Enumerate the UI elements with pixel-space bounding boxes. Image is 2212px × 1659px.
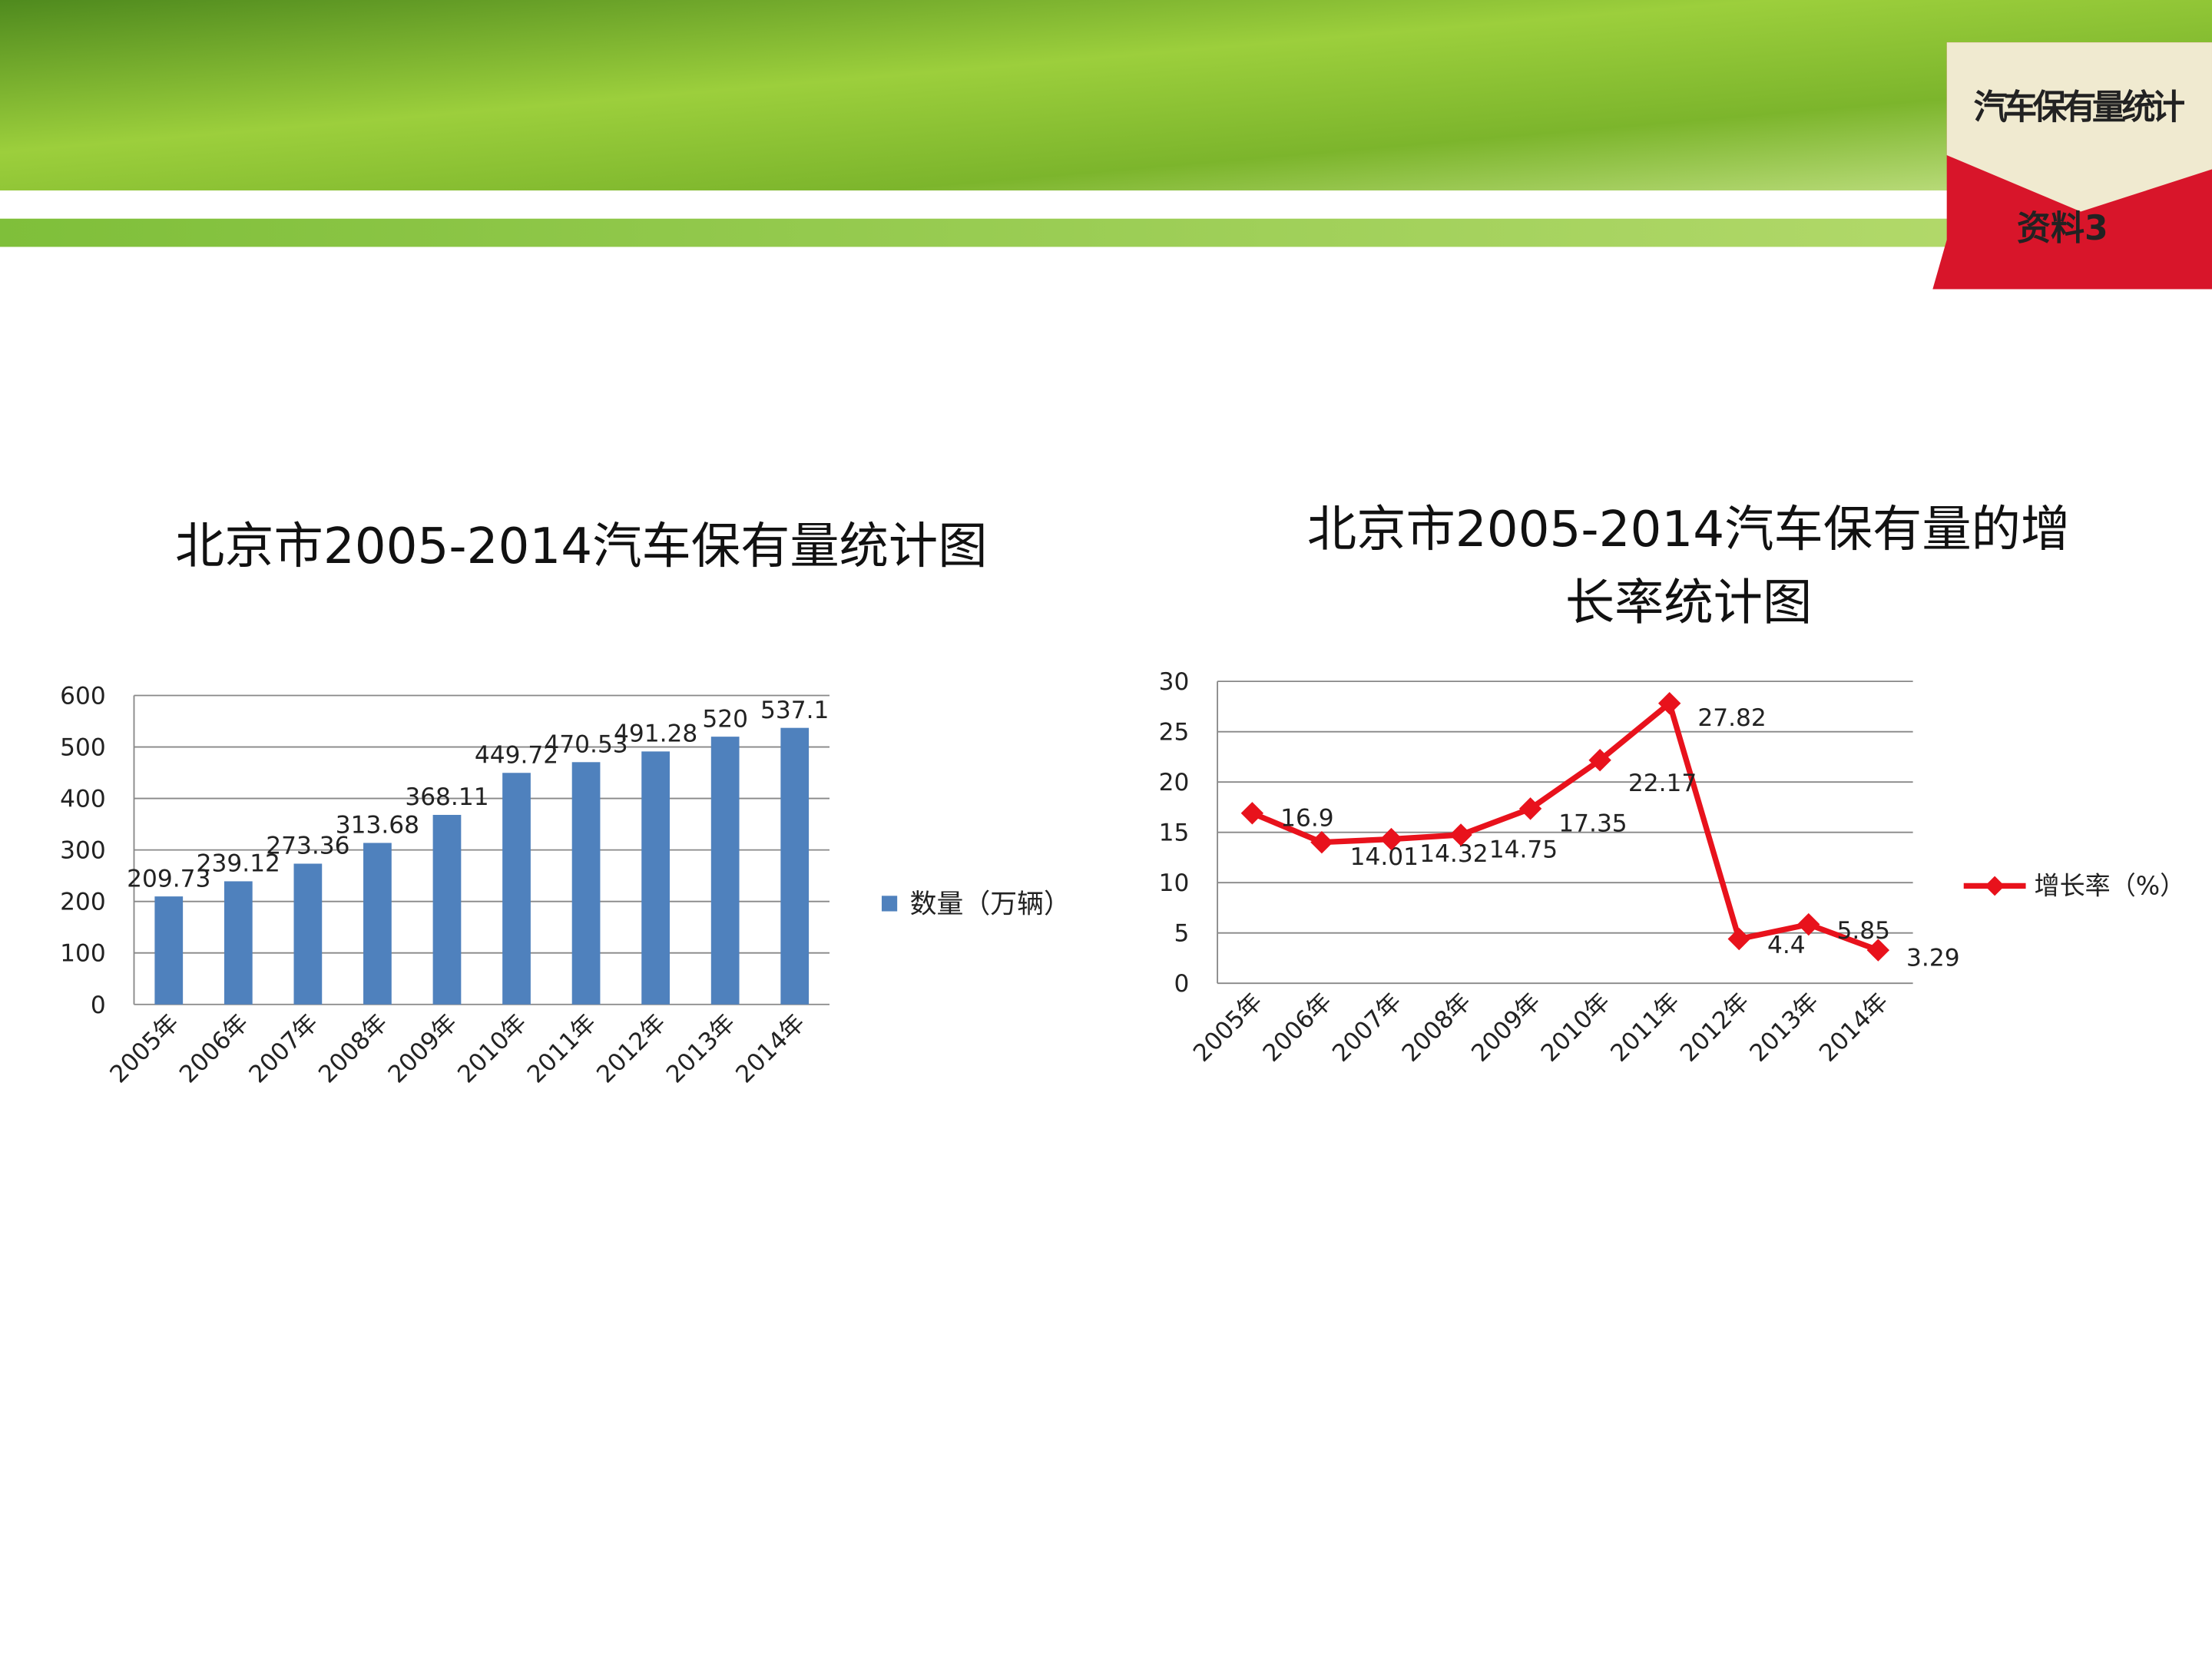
x-tick-label: 2007年	[1327, 988, 1407, 1068]
marker	[1866, 939, 1890, 962]
value-label: 4.4	[1767, 932, 1806, 959]
x-tick-label: 2014年	[1814, 988, 1894, 1068]
chart-title: 北京市2005-2014汽车保有量的增长率统计图	[1306, 502, 2071, 632]
bar	[780, 727, 810, 1005]
value-label: 470.53	[544, 730, 628, 758]
value-label: 14.75	[1489, 836, 1558, 863]
value-label: 520	[702, 705, 748, 733]
value-label: 5.85	[1837, 917, 1891, 945]
x-tick-label: 2013年	[661, 1009, 741, 1089]
value-label: 27.82	[1697, 704, 1766, 732]
x-tick-label: 2010年	[452, 1009, 532, 1089]
value-label: 313.68	[336, 812, 419, 839]
y-tick-label: 10	[1159, 869, 1190, 897]
x-tick-label: 2005年	[104, 1009, 184, 1089]
value-label: 14.01	[1350, 843, 1419, 871]
header-banner	[0, 0, 2212, 190]
x-tick-label: 2014年	[730, 1009, 810, 1089]
badge-label: 资料3	[2017, 209, 2108, 248]
value-label: 273.36	[266, 833, 349, 860]
value-label: 209.73	[127, 865, 210, 892]
x-tick-label: 2006年	[174, 1009, 254, 1089]
y-tick-label: 400	[60, 786, 106, 813]
bar	[293, 863, 323, 1005]
marker	[1727, 927, 1750, 951]
legend-swatch	[881, 896, 898, 912]
bar	[154, 896, 184, 1005]
x-tick-label: 2007年	[244, 1009, 324, 1089]
value-label: 3.29	[1906, 944, 1960, 972]
y-tick-label: 500	[60, 734, 106, 762]
legend-label: 数量（万辆）	[910, 889, 1071, 919]
legend-marker	[1985, 876, 2005, 896]
y-tick-label: 200	[60, 889, 106, 916]
x-tick-label: 2012年	[1675, 988, 1755, 1068]
y-tick-label: 25	[1159, 719, 1190, 747]
value-label: 17.35	[1558, 810, 1627, 837]
bar	[432, 814, 462, 1005]
value-label: 449.72	[475, 741, 558, 769]
header-stripe	[0, 218, 2212, 247]
value-label: 14.32	[1419, 840, 1488, 868]
x-tick-label: 2011年	[1605, 988, 1685, 1068]
bar	[710, 737, 740, 1005]
marker	[1240, 802, 1264, 825]
y-tick-label: 5	[1174, 920, 1189, 948]
bar	[641, 751, 670, 1005]
x-tick-label: 2010年	[1536, 988, 1616, 1068]
x-tick-label: 2013年	[1744, 988, 1824, 1068]
badge-title: 汽车保有量统计	[1974, 88, 2186, 127]
marker	[1518, 797, 1542, 820]
line	[1250, 700, 1879, 953]
marker	[1588, 749, 1611, 772]
y-tick-label: 15	[1159, 820, 1190, 847]
x-tick-label: 2005年	[1188, 988, 1268, 1068]
y-tick-label: 300	[60, 837, 106, 865]
bar	[571, 762, 601, 1005]
x-tick-label: 2009年	[383, 1009, 463, 1089]
badge-paper	[1946, 42, 2212, 212]
y-tick-label: 0	[91, 992, 106, 1019]
x-tick-label: 2011年	[522, 1009, 602, 1089]
y-tick-label: 30	[1159, 668, 1190, 696]
value-label: 491.28	[614, 720, 697, 748]
x-tick-label: 2009年	[1466, 988, 1546, 1068]
marker	[1310, 830, 1333, 854]
value-label: 537.1	[760, 697, 829, 724]
legend-label: 增长率（%）	[2035, 870, 2186, 900]
value-label: 22.17	[1628, 770, 1697, 797]
bar	[363, 843, 392, 1005]
bar	[502, 773, 531, 1005]
y-tick-label: 0	[1174, 970, 1189, 998]
x-tick-label: 2012年	[591, 1009, 671, 1089]
y-tick-label: 600	[60, 683, 106, 710]
chart-title: 北京市2005-2014汽车保有量统计图	[174, 518, 988, 576]
y-tick-label: 20	[1159, 769, 1190, 796]
x-tick-label: 2006年	[1258, 988, 1338, 1068]
y-tick-label: 100	[60, 940, 106, 968]
value-label: 368.11	[405, 783, 488, 811]
x-tick-label: 2008年	[1397, 988, 1477, 1068]
value-label: 16.9	[1280, 804, 1334, 832]
x-tick-label: 2008年	[313, 1009, 393, 1089]
bar	[224, 881, 253, 1005]
value-label: 239.12	[197, 850, 280, 878]
